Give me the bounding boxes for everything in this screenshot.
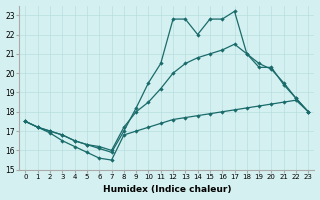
X-axis label: Humidex (Indice chaleur): Humidex (Indice chaleur) <box>103 185 231 194</box>
